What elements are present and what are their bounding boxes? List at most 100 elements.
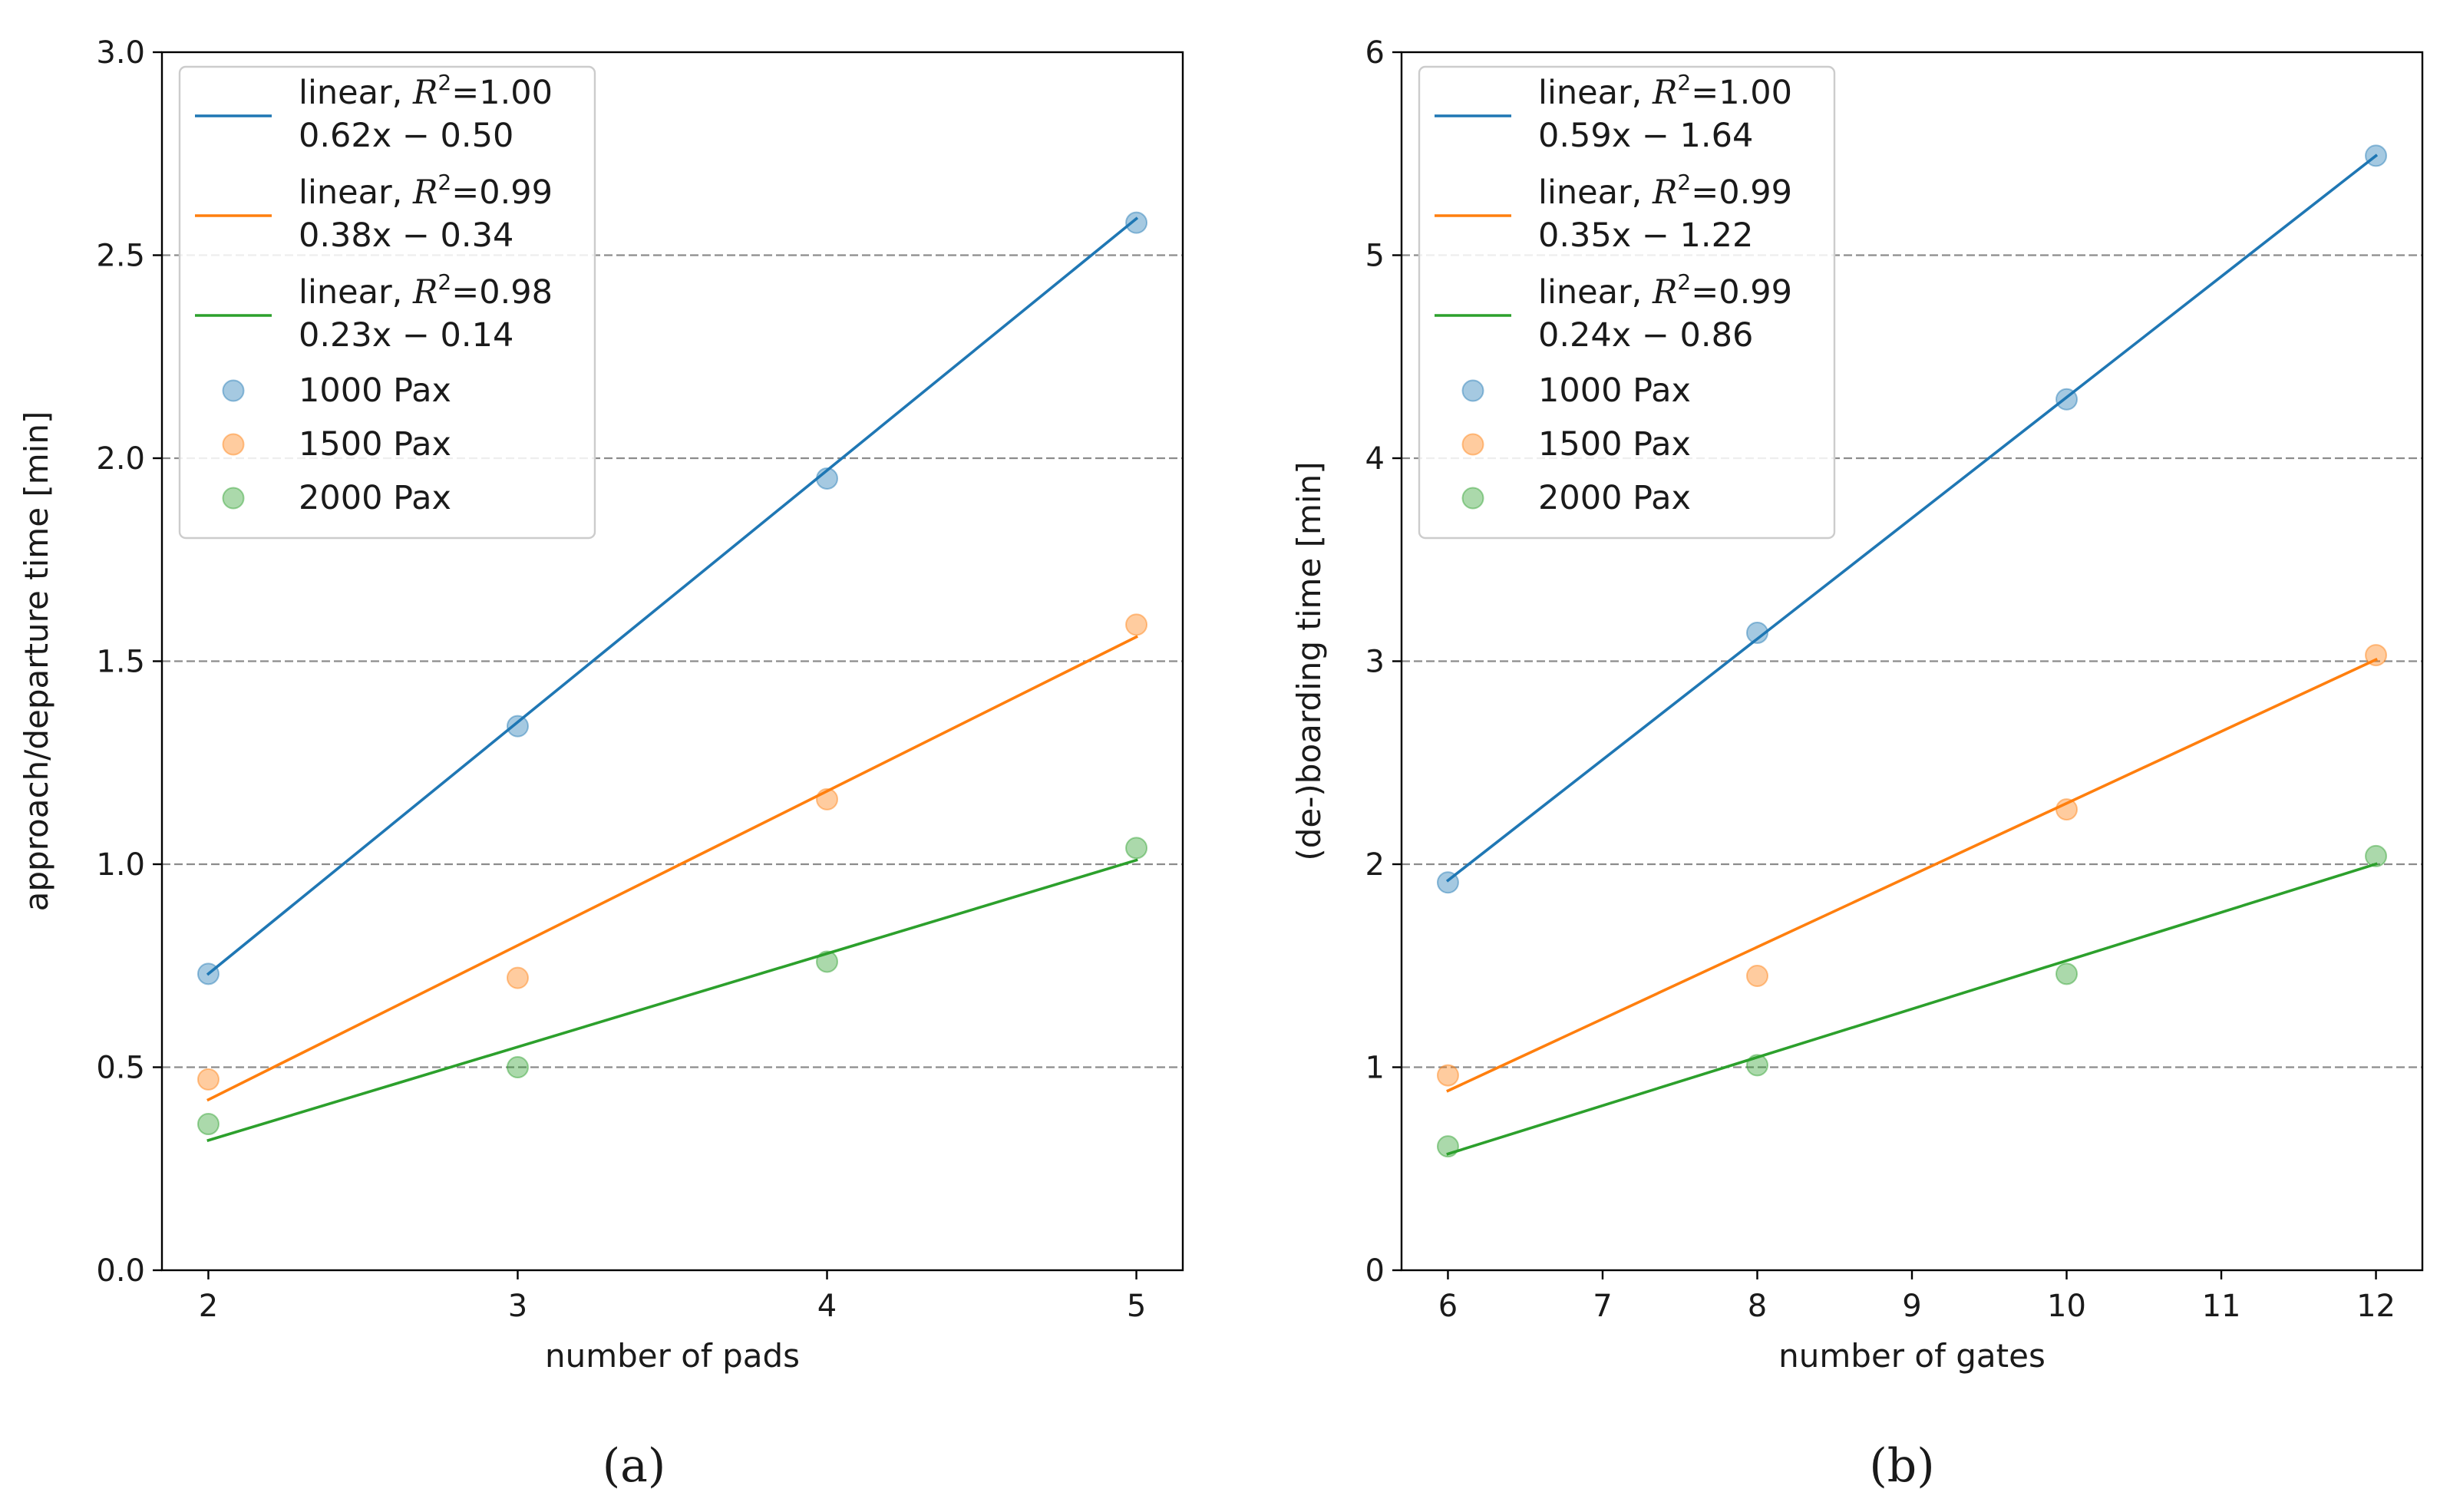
legend-box xyxy=(178,65,596,540)
data-point xyxy=(1745,621,1768,644)
fit-line-1500-pax xyxy=(206,635,1138,1102)
x-tick-label: 7 xyxy=(1593,1289,1612,1324)
legend-series-label: 2000 Pax xyxy=(1538,479,1691,517)
legend-r2-value: =0.99 xyxy=(451,173,553,212)
legend-superscript: 2 xyxy=(1677,70,1691,95)
legend-fit-prefix: linear, xyxy=(1538,173,1653,212)
legend-fit-equation: 0.35x − 1.22 xyxy=(1538,216,1753,255)
y-tick-label: 0 xyxy=(1365,1253,1385,1289)
legend-series-label: 1500 Pax xyxy=(1538,425,1691,464)
legend-marker-1000-pax xyxy=(1461,379,1484,402)
legend-superscript: 2 xyxy=(438,170,451,195)
legend-fit-equation: 0.59x − 1.64 xyxy=(1538,117,1753,155)
legend-fit-equation: 0.23x − 0.14 xyxy=(299,316,513,355)
fit-line-2000-pax xyxy=(1446,862,2378,1156)
legend-series-label: 1000 Pax xyxy=(299,371,451,410)
fit-line-2000-pax xyxy=(206,858,1138,1142)
data-point xyxy=(196,962,220,985)
fit-line-1500-pax xyxy=(1446,657,2378,1093)
y-axis-label: approach/departure time [min] xyxy=(18,411,55,912)
y-tick-label: 4 xyxy=(1365,441,1385,477)
data-point xyxy=(2365,144,2388,167)
y-tick-label: 0.5 xyxy=(96,1051,145,1086)
y-tick-label: 6 xyxy=(1365,35,1385,71)
x-tick-label: 5 xyxy=(1127,1289,1146,1324)
data-point xyxy=(506,715,529,738)
x-axis-label: number of gates xyxy=(1778,1337,2046,1375)
legend-fit-prefix: linear, xyxy=(299,74,413,112)
data-point xyxy=(506,966,529,989)
legend-marker-2000-pax xyxy=(222,487,245,510)
legend-r-symbol: R xyxy=(1652,173,1677,212)
legend-r2-value: =0.99 xyxy=(1691,273,1792,312)
y-tick-label: 1.5 xyxy=(96,645,145,680)
legend-r-symbol: R xyxy=(1652,74,1677,112)
fit-line-1000-pax xyxy=(206,216,1139,976)
x-tick-label: 10 xyxy=(2047,1289,2086,1324)
legend-r-symbol: R xyxy=(412,273,438,312)
data-point xyxy=(1436,871,1459,894)
data-point xyxy=(196,1113,220,1136)
x-tick-label: 4 xyxy=(817,1289,837,1324)
legend-r-symbol: R xyxy=(412,173,438,212)
legend-fit-label: linear, R2=1.00 xyxy=(1538,70,1792,112)
y-tick-label: 2.0 xyxy=(96,441,145,477)
legend-fit-label: linear, R2=0.98 xyxy=(299,269,553,312)
legend-fit-label: linear, R2=1.00 xyxy=(299,70,553,112)
x-tick-label: 9 xyxy=(1902,1289,1921,1324)
legend-series-label: 1000 Pax xyxy=(1538,371,1691,410)
legend-fit-label: linear, R2=0.99 xyxy=(299,170,553,212)
panel-caption: (a) xyxy=(603,1439,666,1493)
legend-marker-1500-pax xyxy=(1461,433,1484,456)
data-point xyxy=(196,1068,220,1091)
data-point xyxy=(1436,1135,1459,1158)
x-tick-label: 6 xyxy=(1438,1289,1458,1324)
panel-caption: (b) xyxy=(1869,1439,1934,1493)
x-tick-label: 8 xyxy=(1748,1289,1767,1324)
legend-marker-2000-pax xyxy=(1461,487,1484,510)
legend-fit-label: linear, R2=0.99 xyxy=(1538,170,1792,212)
y-tick-label: 1.0 xyxy=(96,847,145,883)
y-tick-label: 5 xyxy=(1365,239,1385,274)
legend-r-symbol: R xyxy=(412,74,438,112)
y-tick-label: 2 xyxy=(1365,847,1385,883)
data-point xyxy=(1125,211,1148,234)
y-tick-label: 2.5 xyxy=(96,239,145,274)
legend-series-label: 2000 Pax xyxy=(299,479,451,517)
legend-fit-label: linear, R2=0.99 xyxy=(1538,269,1792,312)
data-point xyxy=(1745,1054,1768,1077)
data-point xyxy=(1745,964,1768,987)
legend-fit-equation: 0.62x − 0.50 xyxy=(299,117,513,155)
legend-box xyxy=(1418,65,1836,540)
legend-superscript: 2 xyxy=(1677,269,1691,295)
legend-fit-prefix: linear, xyxy=(1538,273,1653,312)
legend-marker-1500-pax xyxy=(222,433,245,456)
x-axis-label: number of pads xyxy=(545,1337,800,1375)
data-point xyxy=(816,950,839,973)
data-point xyxy=(2055,962,2079,985)
legend-fit-equation: 0.24x − 0.86 xyxy=(1538,316,1753,355)
legend-r2-value: =0.99 xyxy=(1691,173,1792,212)
y-tick-label: 3 xyxy=(1365,645,1385,680)
legend-r2-value: =1.00 xyxy=(451,74,553,112)
data-point xyxy=(2055,388,2079,411)
fit-line-1000-pax xyxy=(1445,154,2379,883)
legend-superscript: 2 xyxy=(1677,170,1691,195)
x-tick-label: 3 xyxy=(508,1289,527,1324)
y-axis-label: (de-)boarding time [min] xyxy=(1290,461,1328,860)
chart-panel-a: 0.0 0.5 1.0 1.5 2.0 2.5 3.0 2 3 4 5 number of pads a… xyxy=(18,35,1184,1493)
legend-r2-value: =1.00 xyxy=(1691,74,1792,112)
legend-fit-prefix: linear, xyxy=(1538,74,1653,112)
legend-fit-equation: 0.38x − 0.34 xyxy=(299,216,513,255)
data-point xyxy=(1436,1064,1459,1087)
data-point xyxy=(2365,844,2388,867)
y-tick-label: 1 xyxy=(1365,1051,1385,1086)
data-point xyxy=(2055,798,2079,821)
legend-r2-value: =0.98 xyxy=(451,273,553,312)
x-tick-label: 11 xyxy=(2202,1289,2241,1324)
y-tick-label: 3.0 xyxy=(96,35,145,71)
legend-superscript: 2 xyxy=(438,269,451,295)
